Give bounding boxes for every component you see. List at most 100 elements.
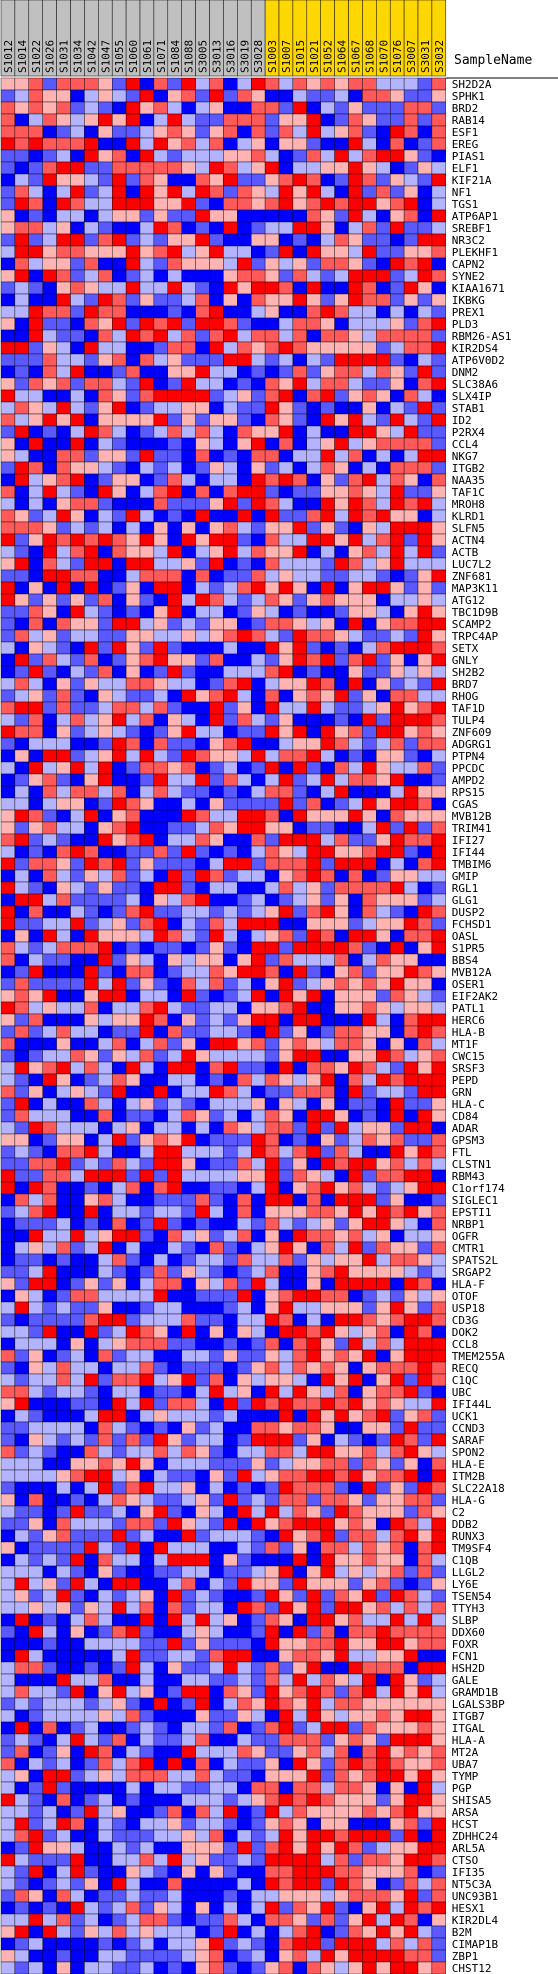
heatmap-cell <box>376 1301 391 1315</box>
column-label: S3013 <box>210 40 223 73</box>
heatmap-cell <box>0 437 16 451</box>
heatmap-cell <box>153 77 168 91</box>
heatmap-cell <box>237 725 252 739</box>
heatmap-cell <box>250 1649 266 1663</box>
heatmap-cell <box>125 1709 141 1723</box>
heatmap-cell <box>14 545 29 559</box>
heatmap-cell <box>139 1133 155 1147</box>
heatmap-cell <box>14 857 29 871</box>
heatmap-cell <box>223 1637 238 1651</box>
heatmap-cell <box>14 953 29 967</box>
heatmap-cell <box>56 1793 71 1807</box>
heatmap-cell <box>278 593 294 607</box>
heatmap-cell <box>167 677 182 691</box>
heatmap-cell <box>139 1025 155 1039</box>
heatmap-cell <box>111 1409 127 1423</box>
heatmap-cell <box>153 1421 168 1435</box>
heatmap-cell <box>28 437 43 451</box>
heatmap-cell <box>306 125 321 139</box>
heatmap-cell <box>111 125 127 139</box>
heatmap-cell <box>125 1385 141 1399</box>
heatmap-cell <box>390 1541 405 1555</box>
heatmap-cell <box>84 917 99 931</box>
heatmap-cell <box>376 1313 391 1327</box>
heatmap-cell <box>334 1037 349 1051</box>
heatmap-cell <box>250 173 266 187</box>
heatmap-cell <box>0 461 16 475</box>
heatmap-cell <box>153 1685 168 1699</box>
heatmap-cell <box>153 1841 168 1855</box>
heatmap-cell <box>56 1577 71 1591</box>
heatmap-cell <box>237 917 252 931</box>
heatmap-cell <box>334 1169 349 1183</box>
heatmap-cell <box>376 509 391 523</box>
heatmap-cell <box>195 581 210 595</box>
heatmap-cell <box>209 1241 224 1255</box>
heatmap-cell <box>209 1277 224 1291</box>
heatmap-cell <box>139 1889 155 1903</box>
heatmap-cell <box>56 1133 71 1147</box>
heatmap-cell <box>334 1781 349 1795</box>
heatmap-cell <box>348 1037 363 1051</box>
heatmap-cell <box>28 785 43 799</box>
heatmap-cell <box>223 401 238 415</box>
heatmap-cell <box>390 1217 405 1231</box>
heatmap-cell <box>362 1169 377 1183</box>
heatmap-cell <box>292 797 307 811</box>
heatmap-cell <box>334 521 349 535</box>
heatmap-cell <box>111 1169 127 1183</box>
heatmap-cell <box>84 1673 99 1687</box>
heatmap-cell <box>125 929 141 943</box>
heatmap-cell <box>139 653 155 667</box>
heatmap-cell <box>0 1709 16 1723</box>
heatmap-cell <box>278 689 294 703</box>
heatmap-cell <box>0 1925 16 1939</box>
heatmap-cell <box>417 1373 433 1387</box>
heatmap-cell <box>292 1193 307 1207</box>
heatmap-cell <box>70 1505 85 1519</box>
heatmap-cell <box>70 1745 85 1759</box>
heatmap-cell <box>348 1553 363 1567</box>
heatmap-cell <box>348 1289 363 1303</box>
heatmap-cell <box>70 1829 85 1843</box>
heatmap-cell <box>431 245 446 259</box>
heatmap-cell <box>237 125 252 139</box>
heatmap-cell <box>209 1577 224 1591</box>
heatmap-cell <box>320 1277 335 1291</box>
heatmap-cell <box>376 1193 391 1207</box>
heatmap-cell <box>417 101 433 115</box>
heatmap-cell <box>56 1457 71 1471</box>
heatmap-cell <box>292 1601 307 1615</box>
heatmap-cell <box>111 293 127 307</box>
heatmap-cell <box>0 1409 16 1423</box>
heatmap-cell <box>431 557 446 571</box>
heatmap-cell <box>181 1565 196 1579</box>
heatmap-cell <box>139 137 155 151</box>
heatmap-cell <box>376 1361 391 1375</box>
heatmap-cell <box>0 1781 16 1795</box>
heatmap-cell <box>306 701 321 715</box>
heatmap-cell <box>28 1217 43 1231</box>
heatmap-cell <box>264 1769 280 1783</box>
heatmap-cell <box>0 1685 16 1699</box>
heatmap-cell <box>237 1589 252 1603</box>
heatmap-cell <box>278 761 294 775</box>
heatmap-cell <box>0 1577 16 1591</box>
heatmap-cell <box>98 221 113 235</box>
heatmap-cell <box>223 533 238 547</box>
heatmap-cell <box>278 1853 294 1867</box>
heatmap-cell <box>84 77 99 91</box>
heatmap-cell <box>195 1241 210 1255</box>
heatmap-cell <box>125 569 141 583</box>
heatmap-cell <box>28 941 43 955</box>
heatmap-cell <box>56 1181 71 1195</box>
heatmap-cell <box>70 1349 85 1363</box>
heatmap-cell <box>348 1661 363 1675</box>
heatmap-cell <box>167 1085 182 1099</box>
heatmap-cell <box>153 1409 168 1423</box>
heatmap-cell <box>334 1385 349 1399</box>
heatmap-cell <box>348 1013 363 1027</box>
heatmap-cell <box>139 797 155 811</box>
heatmap-cell <box>0 113 16 127</box>
heatmap-cell <box>292 1685 307 1699</box>
